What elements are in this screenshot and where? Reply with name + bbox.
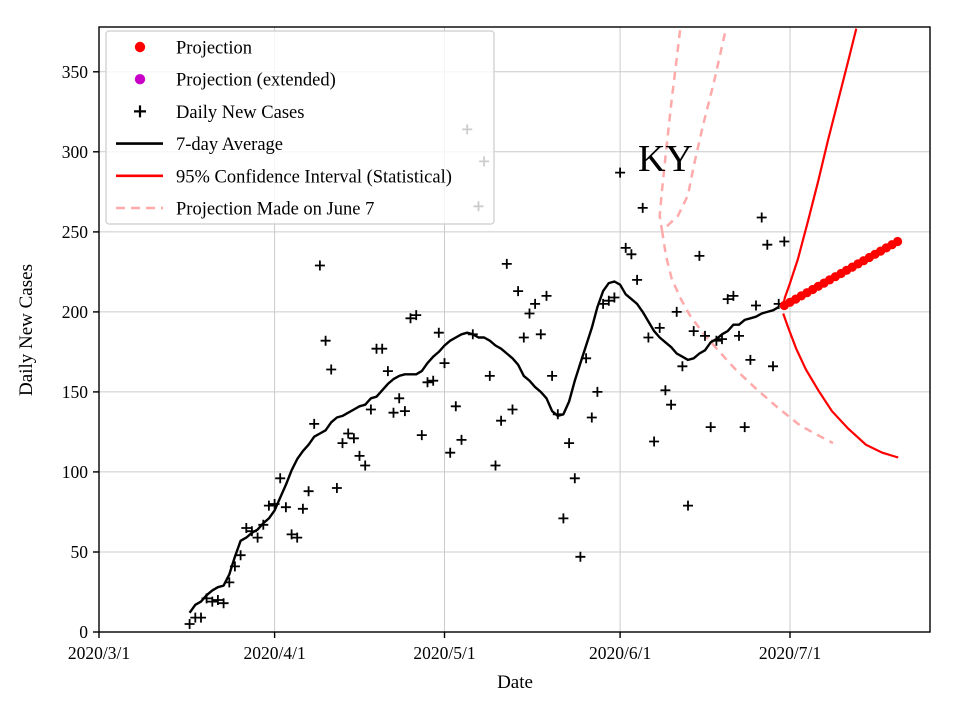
- y-tick-label: 350: [62, 62, 89, 82]
- y-tick-label: 200: [62, 302, 89, 322]
- legend-label: Projection (extended): [176, 71, 336, 91]
- x-tick-label: 2020/7/1: [759, 643, 821, 663]
- legend-box: [105, 30, 495, 225]
- june7-projection-curve: [661, 33, 727, 232]
- x-tick-label: 2020/5/1: [413, 643, 475, 663]
- x-axis-label: Date: [497, 672, 533, 693]
- state-annotation: KY: [638, 138, 693, 180]
- legend: Projection Projection (extended) Daily New…: [105, 30, 495, 225]
- june7-projection-curve: [658, 30, 682, 231]
- legend-label: Projection: [176, 39, 252, 59]
- confidence-interval-line: [782, 313, 899, 459]
- daily-new-cases-markers: [184, 124, 790, 629]
- legend-label: Daily New Cases: [176, 103, 304, 123]
- y-tick-label: 250: [62, 222, 89, 242]
- legend-marker-plus: [134, 105, 146, 118]
- y-tick-label: 50: [71, 542, 89, 562]
- june7-projection-curve: [660, 230, 834, 445]
- x-axis-ticks: 2020/3/1 2020/4/1 2020/5/1 2020/6/1 2020/7/1: [68, 632, 821, 663]
- confidence-interval-line: [782, 28, 858, 306]
- x-tick-label: 2020/6/1: [589, 643, 651, 663]
- series-projection: [779, 236, 903, 311]
- series-projection-made-june7: [658, 30, 834, 445]
- x-tick-label: 2020/4/1: [243, 643, 305, 663]
- x-tick-label: 2020/3/1: [68, 643, 130, 663]
- y-axis-label: Daily New Cases: [16, 264, 37, 396]
- y-tick-label: 0: [79, 622, 88, 642]
- series-7day-average: [188, 280, 780, 614]
- y-axis-ticks: 0 50 100 150 200 250 300 350: [62, 62, 99, 642]
- legend-marker-dot: [134, 74, 146, 85]
- y-tick-label: 100: [62, 462, 89, 482]
- series-daily-new-cases: [184, 124, 790, 629]
- series-95ci-statistical: [782, 28, 899, 459]
- legend-marker-dot: [134, 41, 146, 53]
- y-tick-label: 300: [62, 142, 89, 162]
- seven-day-average-line: [188, 280, 780, 614]
- legend-label: 7-day Average: [176, 135, 283, 155]
- projection-dot: [893, 236, 903, 247]
- y-tick-label: 150: [62, 382, 89, 402]
- legend-label: Projection Made on June 7: [176, 200, 374, 220]
- legend-label: 95% Confidence Interval (Statistical): [176, 167, 452, 187]
- plot-border: [98, 26, 931, 633]
